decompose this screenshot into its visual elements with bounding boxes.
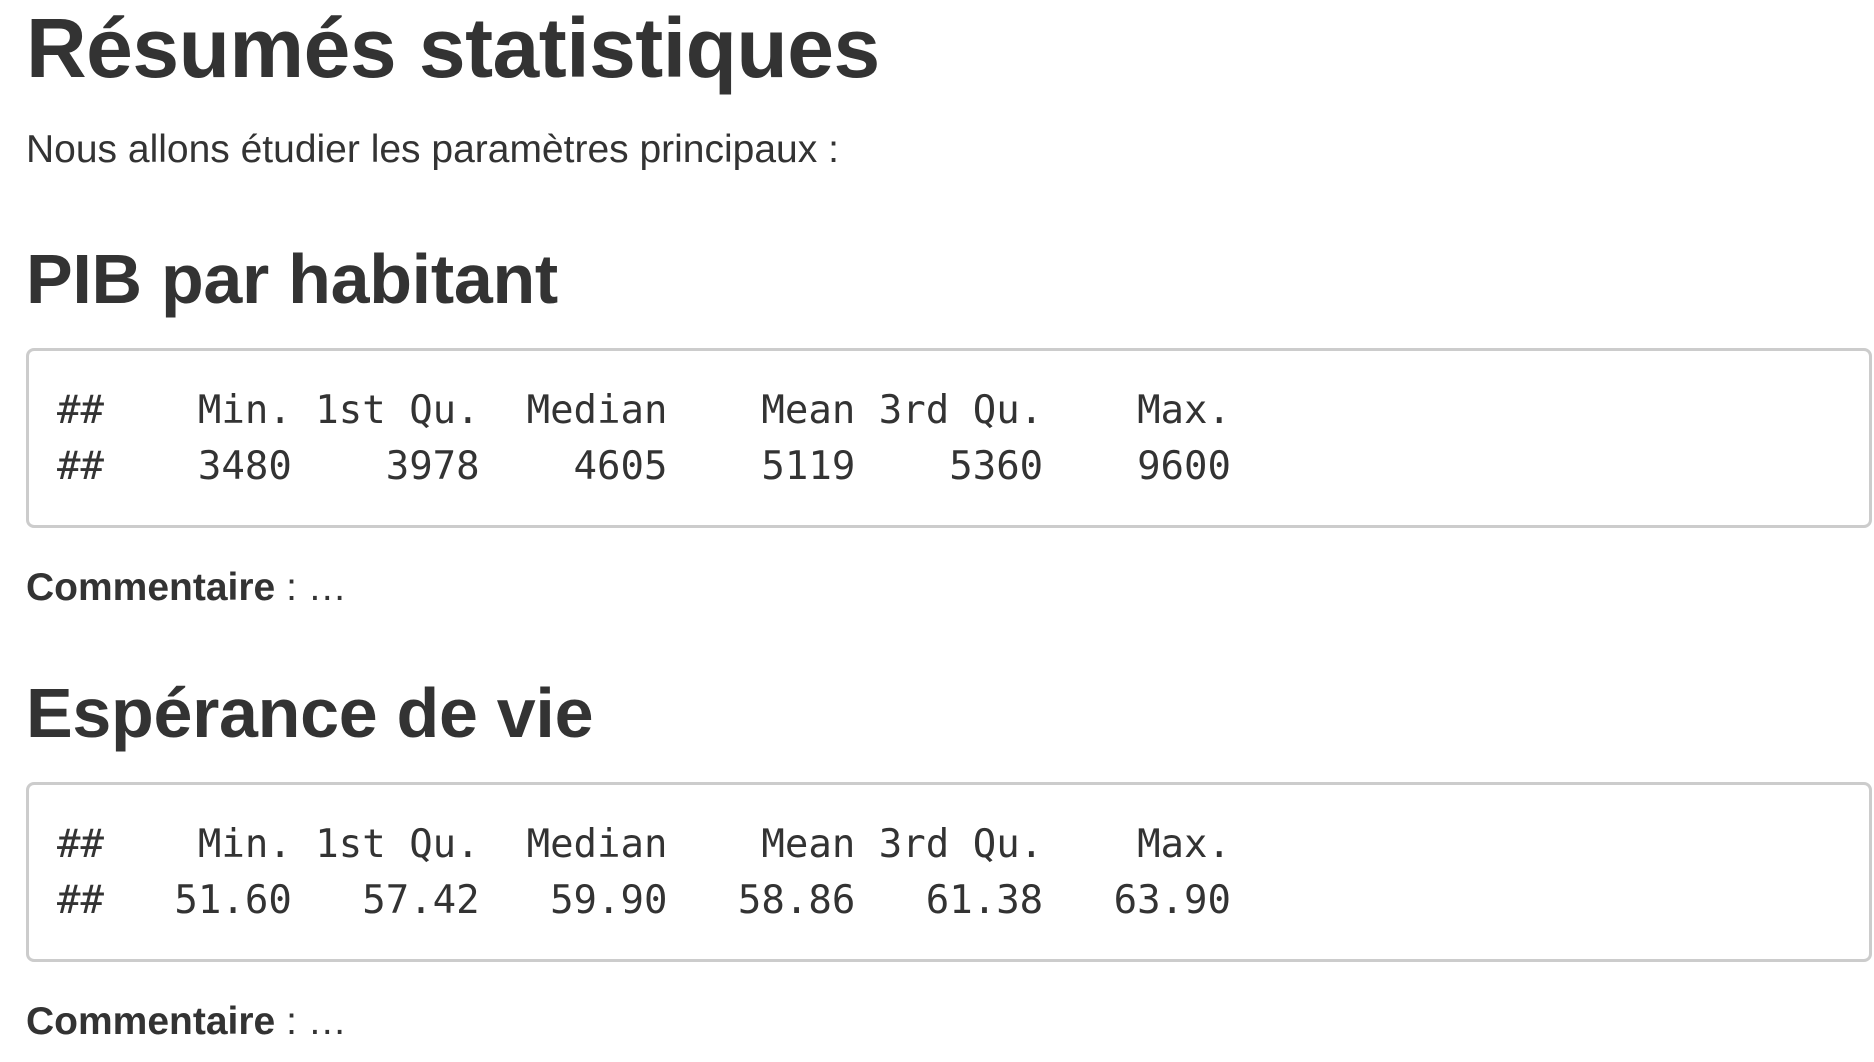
intro-paragraph: Nous allons étudier les paramètres princ… <box>26 128 839 171</box>
comment-text: : … <box>275 1000 347 1043</box>
comment-paragraph: Commentaire : … <box>26 564 1866 612</box>
section-life-expectancy: Espérance de vie ## Min. 1st Qu. Median … <box>26 672 1872 1046</box>
r-output-block: ## Min. 1st Qu. Median Mean 3rd Qu. Max.… <box>26 782 1872 962</box>
output-values-line: ## 3480 3978 4605 5119 5360 9600 <box>57 444 1255 489</box>
document-body: Résumés statistiques Nous allons étudier… <box>26 0 1872 1046</box>
output-header-line: ## Min. 1st Qu. Median Mean 3rd Qu. Max. <box>57 822 1255 867</box>
section-heading: PIB par habitant <box>26 240 558 318</box>
comment-label: Commentaire <box>26 566 276 609</box>
output-header-line: ## Min. 1st Qu. Median Mean 3rd Qu. Max. <box>57 388 1255 433</box>
output-values-line: ## 51.60 57.42 59.90 58.86 61.38 63.90 <box>57 878 1255 923</box>
section-gdp-per-capita: PIB par habitant ## Min. 1st Qu. Median … <box>26 238 1872 612</box>
section-heading: Espérance de vie <box>26 674 594 752</box>
r-output-block: ## Min. 1st Qu. Median Mean 3rd Qu. Max.… <box>26 348 1872 528</box>
comment-paragraph: Commentaire : … <box>26 998 1866 1046</box>
comment-label: Commentaire <box>26 1000 276 1043</box>
comment-text: : … <box>275 566 347 609</box>
page-title: Résumés statistiques <box>26 1 880 95</box>
